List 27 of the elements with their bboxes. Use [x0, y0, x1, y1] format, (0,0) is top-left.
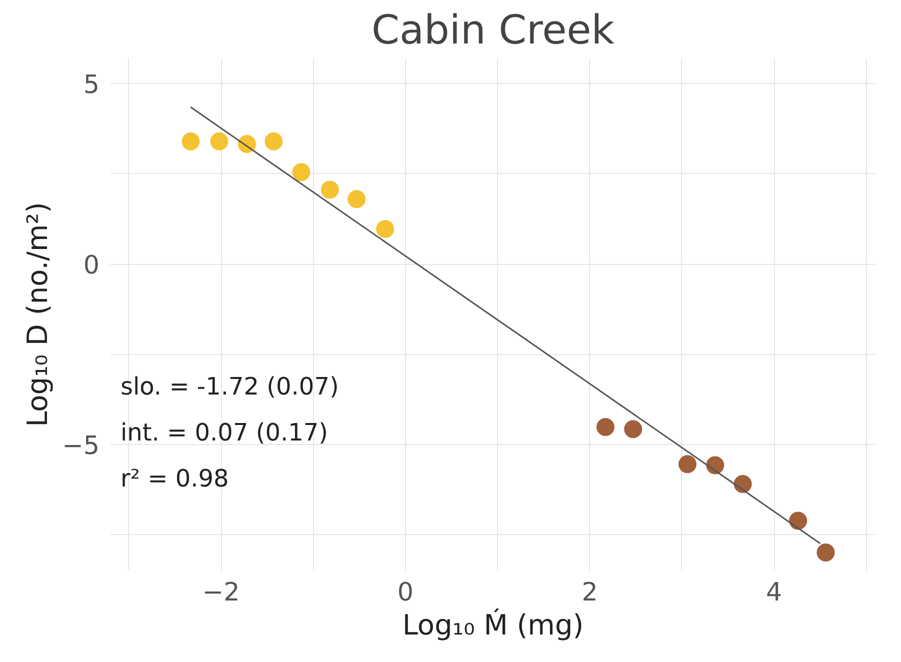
x-tick-label: 4: [766, 576, 782, 606]
y-axis-title: Log₁₀ D (no./m²): [21, 202, 54, 427]
y-tick-label: 0: [83, 250, 100, 280]
point: [734, 474, 752, 493]
point: [292, 163, 310, 182]
x-axis-title: Log₁₀ Ḿ (mg): [402, 608, 584, 642]
point: [706, 456, 724, 474]
point: [816, 543, 835, 562]
y-tick-label: 5: [83, 69, 100, 100]
point: [182, 132, 200, 150]
point: [320, 180, 339, 199]
chart-title: Cabin Creek: [372, 8, 616, 54]
point: [596, 418, 614, 436]
annotation: slo. = -1.72 (0.07): [120, 372, 339, 400]
x-tick-label: 2: [582, 576, 598, 606]
point: [348, 190, 366, 208]
x-tick-label: 0: [397, 576, 414, 606]
point: [210, 132, 228, 150]
point: [789, 512, 808, 530]
annotation: r² = 0.98: [120, 464, 229, 492]
annotation: int. = 0.07 (0.17): [120, 418, 328, 446]
y-tick-label: −5: [62, 430, 100, 460]
point: [678, 455, 696, 474]
point: [624, 420, 642, 438]
point: [264, 132, 283, 150]
point: [376, 220, 394, 238]
x-tick-label: −2: [202, 576, 240, 606]
